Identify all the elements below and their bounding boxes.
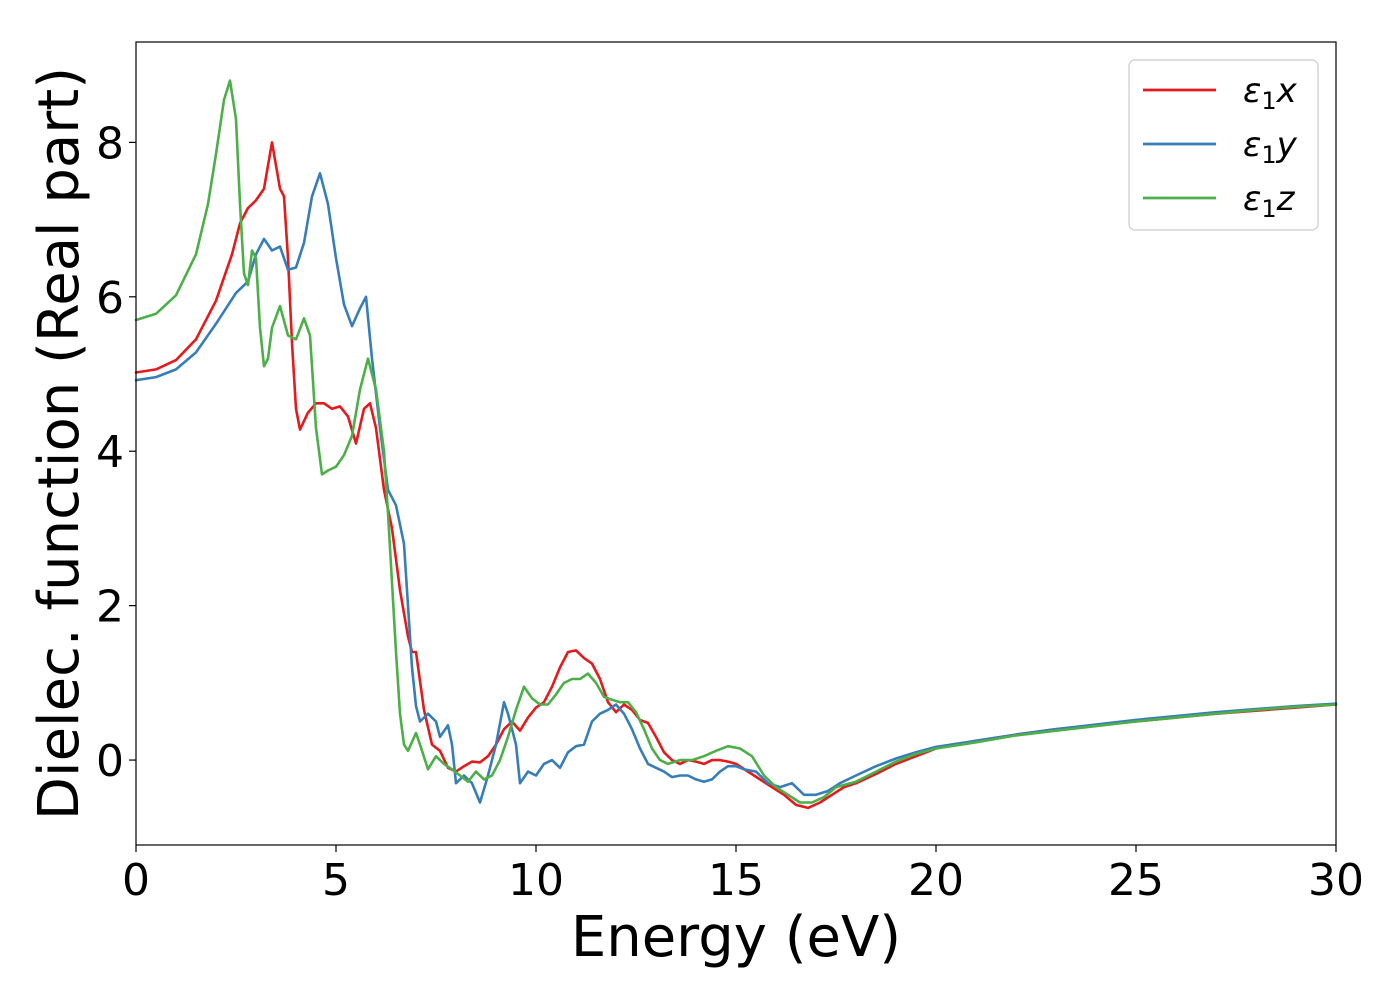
x-tick-label: 30: [1308, 855, 1364, 906]
y-axis: 0 2 4 6 8: [96, 118, 136, 787]
x-axis-label: Energy (eV): [571, 905, 901, 970]
legend-label-2: ε1y: [1243, 125, 1298, 169]
legend-box: [1128, 59, 1319, 231]
y-tick-label: 8: [96, 118, 124, 169]
y-tick-label: 4: [96, 427, 124, 478]
x-tick-label: 0: [122, 855, 150, 906]
legend-label-1: ε1x: [1243, 71, 1298, 115]
x-tick-label: 10: [508, 855, 564, 906]
y-axis-label: Dielec. function (Real part): [27, 67, 92, 820]
series-line-2: [134, 172, 1338, 804]
x-tick-label: 25: [1108, 855, 1164, 906]
y-tick-label: 0: [96, 736, 124, 787]
x-tick-label: 5: [322, 855, 350, 906]
x-axis: 0 5 10 15 20 25 30: [122, 845, 1364, 906]
series-line-3: [134, 79, 1338, 804]
y-tick-label: 2: [96, 582, 124, 633]
legend: ε1x ε1y ε1z: [1128, 59, 1319, 231]
y-tick-label: 6: [96, 273, 124, 324]
legend-label-3: ε1z: [1243, 179, 1296, 223]
series-layer: [134, 79, 1338, 810]
x-tick-label: 15: [708, 855, 764, 906]
x-tick-label: 20: [908, 855, 964, 906]
